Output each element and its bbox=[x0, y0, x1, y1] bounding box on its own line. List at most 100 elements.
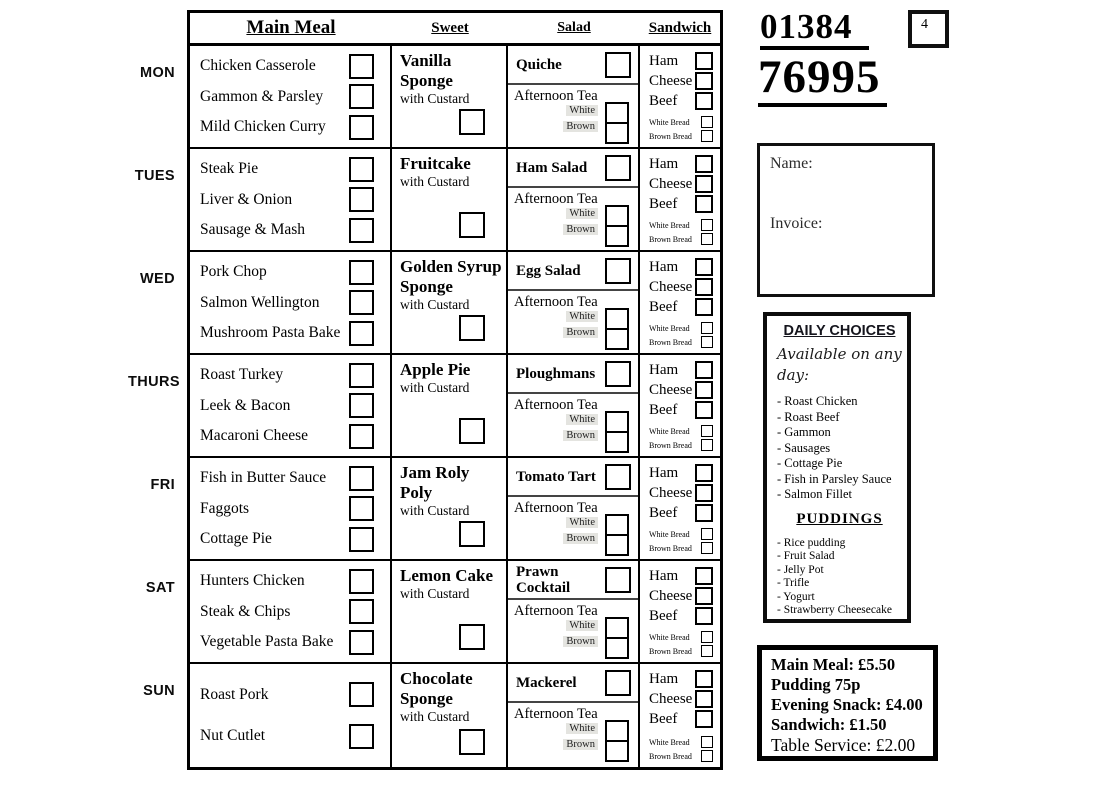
salad-cell: Egg Salad Afternoon Tea White Brown bbox=[508, 252, 640, 353]
salad-checkbox[interactable] bbox=[605, 360, 631, 387]
salad-checkbox[interactable] bbox=[605, 257, 631, 284]
tea-white-checkbox[interactable] bbox=[605, 720, 629, 742]
white-bread-checkbox[interactable] bbox=[701, 736, 713, 748]
salad-checkbox[interactable] bbox=[605, 566, 631, 593]
brown-bread-checkbox[interactable] bbox=[701, 750, 713, 762]
sweet-checkbox[interactable] bbox=[459, 212, 485, 238]
bread-option: Brown Bread bbox=[649, 541, 713, 555]
sandwich-beef-checkbox[interactable] bbox=[695, 710, 713, 728]
sandwich-beef-checkbox[interactable] bbox=[695, 298, 713, 316]
main-meal-checkbox[interactable] bbox=[349, 187, 374, 212]
sandwich-ham-checkbox[interactable] bbox=[695, 155, 713, 173]
main-meal-checkbox[interactable] bbox=[349, 465, 374, 491]
sweet-checkbox[interactable] bbox=[459, 418, 485, 444]
tea-brown-checkbox[interactable] bbox=[605, 122, 629, 144]
main-meal-checkbox[interactable] bbox=[349, 629, 374, 655]
salad-checkbox[interactable] bbox=[605, 154, 631, 181]
main-meal-checkbox[interactable] bbox=[349, 290, 374, 315]
pudding-item: - Strawberry Cheesecake bbox=[777, 604, 892, 616]
sandwich-ham-checkbox[interactable] bbox=[695, 464, 713, 482]
main-meal-checkbox[interactable] bbox=[349, 320, 374, 346]
main-meal-checkbox[interactable] bbox=[349, 723, 374, 749]
sandwich-beef-checkbox[interactable] bbox=[695, 504, 713, 522]
tea-brown-checkbox[interactable] bbox=[605, 328, 629, 350]
sandwich-cheese-checkbox[interactable] bbox=[695, 484, 713, 502]
sweet-name: Jam Roly Poly bbox=[400, 463, 470, 502]
main-meal-checkbox[interactable] bbox=[349, 393, 374, 418]
customer-details-box[interactable]: Name: Invoice: bbox=[757, 143, 935, 297]
main-meal-checkbox[interactable] bbox=[349, 526, 374, 552]
white-bread-checkbox[interactable] bbox=[701, 528, 713, 540]
main-meal-checkbox[interactable] bbox=[349, 568, 374, 594]
main-meal-checkbox[interactable] bbox=[349, 53, 374, 79]
sweet-checkbox[interactable] bbox=[459, 109, 485, 135]
white-bread-checkbox[interactable] bbox=[701, 631, 713, 643]
bread-option: Brown Bread bbox=[649, 129, 713, 143]
white-bread-checkbox[interactable] bbox=[701, 425, 713, 437]
sandwich-beef-checkbox[interactable] bbox=[695, 92, 713, 110]
main-meal-checkbox[interactable] bbox=[349, 84, 374, 109]
sweet-checkbox[interactable] bbox=[459, 315, 485, 341]
sandwich-ham-checkbox[interactable] bbox=[695, 670, 713, 688]
brown-bread-checkbox[interactable] bbox=[701, 645, 713, 657]
main-meal-checkbox[interactable] bbox=[349, 496, 374, 521]
main-meal-checkbox[interactable] bbox=[349, 114, 374, 140]
tea-brown-checkbox[interactable] bbox=[605, 637, 629, 659]
salad-checkbox[interactable] bbox=[605, 669, 631, 696]
main-meal-checkbox[interactable] bbox=[349, 217, 374, 243]
sandwich-beef-checkbox[interactable] bbox=[695, 401, 713, 419]
tea-white-checkbox[interactable] bbox=[605, 411, 629, 433]
sweet-sub: with Custard bbox=[400, 709, 470, 724]
sandwich-beef-checkbox[interactable] bbox=[695, 607, 713, 625]
main-meal-option: Salmon Wellington bbox=[190, 290, 390, 315]
sweet-checkbox[interactable] bbox=[459, 624, 485, 650]
tea-brown-checkbox[interactable] bbox=[605, 740, 629, 762]
sandwich-cheese-checkbox[interactable] bbox=[695, 587, 713, 605]
tea-brown-checkbox[interactable] bbox=[605, 225, 629, 247]
sandwich-ham-checkbox[interactable] bbox=[695, 52, 713, 70]
sandwich-cheese-checkbox[interactable] bbox=[695, 72, 713, 90]
main-meal-label: Chicken Casserole bbox=[200, 57, 316, 74]
brown-bread-checkbox[interactable] bbox=[701, 233, 713, 245]
salad-checkbox[interactable] bbox=[605, 51, 631, 78]
brown-bread-checkbox[interactable] bbox=[701, 336, 713, 348]
tea-white-checkbox[interactable] bbox=[605, 205, 629, 227]
sweet-sub: with Custard bbox=[400, 297, 470, 312]
main-meal-checkbox[interactable] bbox=[349, 423, 374, 449]
tea-white-checkbox[interactable] bbox=[605, 102, 629, 124]
sandwich-ham-checkbox[interactable] bbox=[695, 258, 713, 276]
main-meal-checkbox[interactable] bbox=[349, 682, 374, 708]
day-label-sun: SUN bbox=[143, 683, 175, 699]
main-meal-checkbox[interactable] bbox=[349, 362, 374, 388]
white-bread-label: White Bread bbox=[649, 117, 690, 127]
sandwich-cheese-checkbox[interactable] bbox=[695, 381, 713, 399]
main-meal-checkbox[interactable] bbox=[349, 259, 374, 285]
brown-bread-checkbox[interactable] bbox=[701, 542, 713, 554]
sweet-name: Golden Syrup Sponge bbox=[400, 257, 502, 296]
main-meal-option: Macaroni Cheese bbox=[190, 423, 390, 449]
sandwich-ham-checkbox[interactable] bbox=[695, 361, 713, 379]
tea-white-checkbox[interactable] bbox=[605, 617, 629, 639]
salad-checkbox[interactable] bbox=[605, 463, 631, 490]
sandwich-cheese-checkbox[interactable] bbox=[695, 175, 713, 193]
tea-white-checkbox[interactable] bbox=[605, 308, 629, 330]
sandwich-ham-checkbox[interactable] bbox=[695, 567, 713, 585]
price-pudding: Pudding 75p bbox=[771, 675, 861, 694]
sandwich-beef-checkbox[interactable] bbox=[695, 195, 713, 213]
salad-option: Tomato Tart bbox=[508, 458, 638, 497]
brown-bread-checkbox[interactable] bbox=[701, 439, 713, 451]
sandwich-cheese-checkbox[interactable] bbox=[695, 690, 713, 708]
sweet-checkbox[interactable] bbox=[459, 729, 485, 755]
sandwich-cheese-checkbox[interactable] bbox=[695, 278, 713, 296]
tea-brown-checkbox[interactable] bbox=[605, 534, 629, 556]
sweet-checkbox[interactable] bbox=[459, 521, 485, 547]
tea-brown-checkbox[interactable] bbox=[605, 431, 629, 453]
tea-white-checkbox[interactable] bbox=[605, 514, 629, 536]
white-bread-checkbox[interactable] bbox=[701, 219, 713, 231]
puddings-list: - Rice pudding - Fruit Salad - Jelly Pot… bbox=[777, 537, 902, 618]
white-bread-checkbox[interactable] bbox=[701, 322, 713, 334]
white-bread-checkbox[interactable] bbox=[701, 116, 713, 128]
brown-bread-checkbox[interactable] bbox=[701, 130, 713, 142]
main-meal-checkbox[interactable] bbox=[349, 599, 374, 624]
main-meal-checkbox[interactable] bbox=[349, 156, 374, 182]
